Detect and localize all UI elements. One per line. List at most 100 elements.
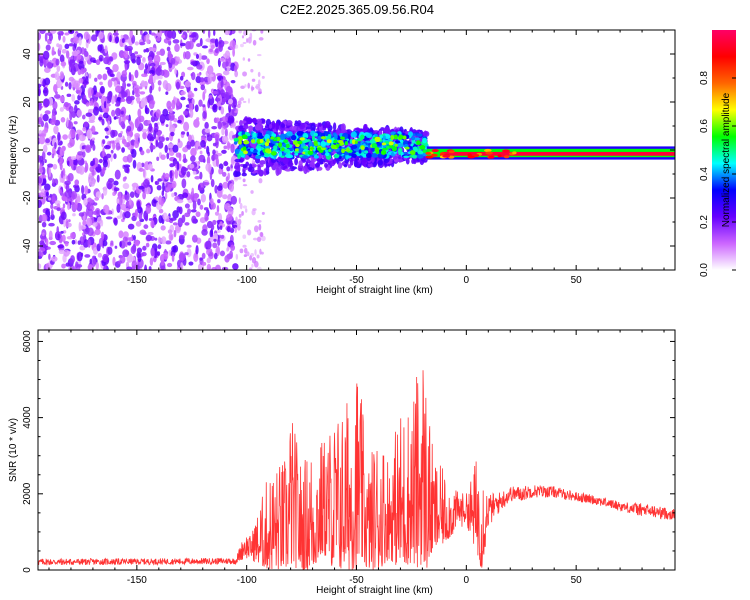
noise-cell xyxy=(171,245,177,253)
noise-cell xyxy=(114,187,120,192)
noise-cell xyxy=(117,132,123,138)
noise-cell xyxy=(122,176,126,182)
signal-cell xyxy=(285,143,290,149)
noise-cell xyxy=(169,163,175,168)
noise-cell xyxy=(99,85,105,94)
signal-cell xyxy=(306,158,311,164)
noise-cell xyxy=(141,128,148,133)
noise-cell xyxy=(98,116,103,121)
noise-cell xyxy=(47,163,54,168)
noise-cell xyxy=(54,71,60,81)
noise-cell xyxy=(46,246,51,250)
noise-cell xyxy=(97,74,103,80)
noise-cell xyxy=(121,70,128,78)
noise-cell xyxy=(144,107,150,115)
noise-cell xyxy=(249,255,253,261)
signal-cell xyxy=(374,146,380,152)
noise-cell xyxy=(124,190,128,195)
noise-cell xyxy=(192,167,198,171)
noise-cell xyxy=(77,151,84,156)
noise-cell xyxy=(92,247,99,255)
noise-cell xyxy=(55,91,58,95)
noise-cell xyxy=(214,48,219,54)
noise-cell xyxy=(137,108,142,118)
noise-cell xyxy=(86,129,93,139)
noise-cell xyxy=(184,212,191,218)
noise-cell xyxy=(88,108,95,114)
noise-cell xyxy=(191,98,195,105)
signal-cell xyxy=(301,155,309,159)
noise-cell xyxy=(59,162,63,171)
signal-cell xyxy=(371,153,379,158)
noise-cell xyxy=(221,135,229,143)
noise-cell xyxy=(224,128,228,138)
noise-cell xyxy=(154,237,158,241)
signal-cell xyxy=(425,155,434,159)
noise-cell xyxy=(126,266,133,270)
noise-cell xyxy=(113,116,117,120)
noise-cell xyxy=(251,78,256,82)
signal-cell xyxy=(383,126,391,134)
noise-cell xyxy=(183,121,190,132)
noise-cell xyxy=(195,245,199,255)
noise-cell xyxy=(91,34,98,42)
spectrogram-region-noise xyxy=(38,30,239,270)
noise-cell xyxy=(85,112,93,117)
noise-cell xyxy=(59,54,65,63)
signal-cell xyxy=(484,148,492,152)
signal-cell xyxy=(328,148,332,153)
noise-cell xyxy=(183,231,187,236)
noise-cell xyxy=(172,210,179,219)
noise-cell xyxy=(183,110,189,116)
signal-cell xyxy=(346,147,350,152)
signal-cell xyxy=(390,134,395,141)
noise-cell xyxy=(229,250,233,259)
signal-cell xyxy=(237,140,242,145)
noise-cell xyxy=(38,103,42,111)
noise-cell xyxy=(242,71,247,77)
noise-cell xyxy=(57,140,63,146)
noise-cell xyxy=(40,251,44,257)
noise-cell xyxy=(53,84,58,93)
noise-cell xyxy=(84,254,91,258)
noise-cell xyxy=(81,185,85,195)
signal-cell xyxy=(412,154,418,159)
signal-cell xyxy=(294,153,299,156)
signal-cell xyxy=(298,160,303,167)
noise-cell xyxy=(157,141,164,149)
noise-cell xyxy=(153,124,159,131)
signal-cell xyxy=(337,162,343,169)
noise-cell xyxy=(124,211,131,219)
noise-cell xyxy=(139,91,146,95)
noise-cell xyxy=(52,163,58,170)
noise-cell xyxy=(78,165,85,175)
signal-cell xyxy=(237,135,244,141)
noise-cell xyxy=(69,137,75,147)
noise-cell xyxy=(186,244,192,248)
noise-cell xyxy=(50,118,56,126)
noise-cell xyxy=(109,140,116,144)
noise-cell xyxy=(88,90,92,99)
signal-cell xyxy=(276,134,280,138)
colorbar-tick-label: 0.2 xyxy=(699,215,710,229)
noise-cell xyxy=(71,239,76,245)
signal-cell xyxy=(237,154,241,159)
signal-cell xyxy=(422,149,428,154)
signal-cell xyxy=(297,140,303,145)
noise-cell xyxy=(177,217,183,228)
noise-cell xyxy=(72,213,76,217)
noise-cell xyxy=(201,261,207,266)
noise-cell xyxy=(124,165,130,174)
noise-cell xyxy=(136,56,141,66)
noise-cell xyxy=(257,54,262,57)
noise-cell xyxy=(252,208,257,211)
noise-cell xyxy=(200,55,208,60)
noise-cell xyxy=(247,98,250,104)
noise-cell xyxy=(49,30,57,35)
noise-cell xyxy=(225,61,229,67)
signal-cell xyxy=(324,152,330,157)
noise-cell xyxy=(53,125,59,135)
noise-cell xyxy=(126,135,131,142)
noise-cell xyxy=(238,197,241,204)
